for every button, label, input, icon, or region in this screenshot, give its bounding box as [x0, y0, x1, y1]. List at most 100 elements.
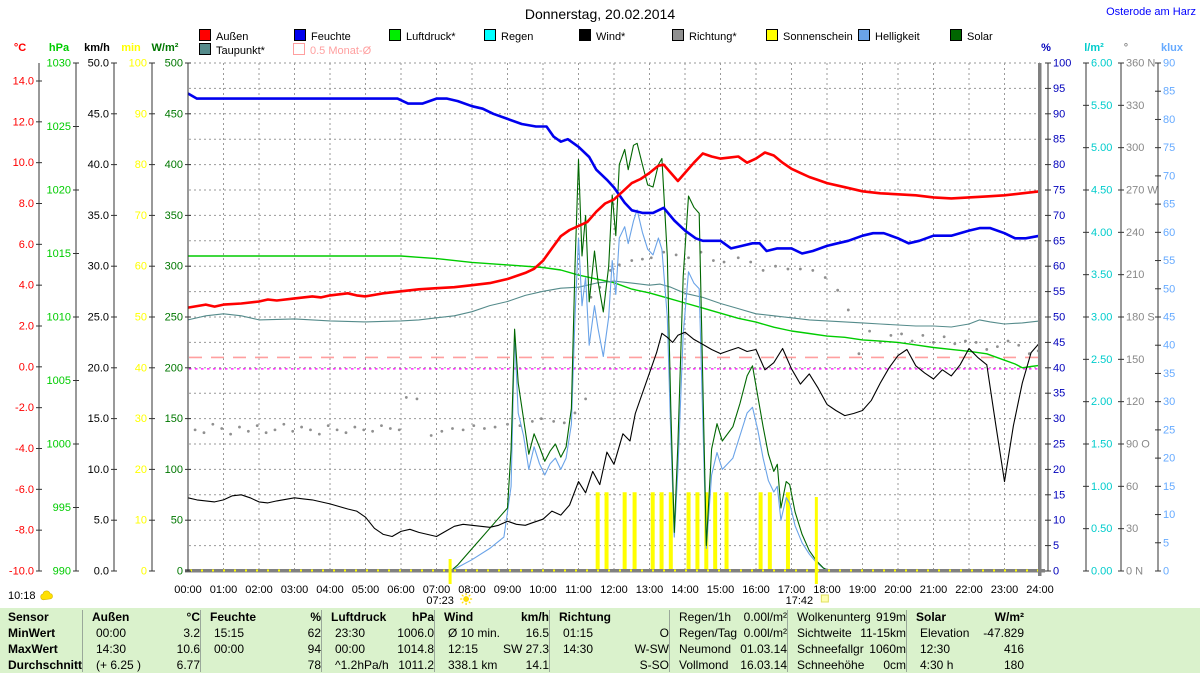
- series-point-richtung: [798, 267, 802, 271]
- series-point-richtung: [774, 264, 777, 268]
- legend-item-luftdruck[interactable]: Luftdruck*: [389, 29, 456, 43]
- table-group-feuchte: Feuchte% 15:15 62 00:00 94 78: [206, 608, 327, 673]
- series-point-richtung: [974, 341, 978, 344]
- sunshine-bar: [713, 492, 718, 569]
- legend-item-regen[interactable]: Regen: [484, 29, 533, 43]
- axis-unit-solar: W/m²: [152, 42, 179, 54]
- legend-item-taupunkt[interactable]: Taupunkt*: [199, 43, 265, 57]
- table-cell: Sichtweite: [797, 626, 852, 640]
- axis-tick-label: 1.00: [1091, 481, 1112, 493]
- axis-tick-label: 45: [1163, 312, 1175, 324]
- x-tick-label: 24:00: [1026, 584, 1054, 596]
- sunrise-sun-icon: [460, 593, 473, 605]
- table-cell: %: [310, 610, 321, 624]
- table-row: S-SO: [555, 657, 675, 673]
- table-cell: 0.00l/m²: [743, 626, 787, 640]
- axis-tick-label: 1.50: [1091, 439, 1112, 451]
- series-point-richtung: [362, 428, 366, 432]
- series-point-richtung: [388, 427, 392, 430]
- series-point-richtung: [353, 425, 357, 429]
- table-row: 23:30 1006.0: [327, 625, 440, 641]
- table-cell: MinWert: [8, 626, 56, 640]
- series-luftdruck: [188, 255, 1041, 369]
- legend-item-monat[interactable]: 0.5 Monat-Ø: [293, 43, 371, 57]
- series-point-richtung: [429, 434, 433, 437]
- legend-item-auen[interactable]: Außen: [199, 29, 248, 43]
- table-group-luftdruck: Luftdruck hPa 23:30 1006.0 00:00 1014.8 ^1.2hP…: [327, 608, 440, 673]
- axis-tick-label: 35: [1163, 368, 1175, 380]
- legend-item-feuchte[interactable]: Feuchte: [294, 29, 351, 43]
- table-cell: km/h: [520, 610, 549, 624]
- axis-tick-label: 8.0: [19, 198, 34, 210]
- series-point-richtung: [202, 431, 206, 435]
- x-tick-label: 05:00: [352, 584, 380, 596]
- table-cell: 6.77: [176, 658, 200, 672]
- axis-tick-label: 80: [135, 159, 147, 171]
- table-row: 12:30 416: [912, 641, 1030, 657]
- table-cell: Schneehöhe: [797, 658, 865, 672]
- axis-tick-label: 100: [165, 464, 183, 476]
- series-point-richtung: [415, 397, 419, 401]
- legend-item-wind[interactable]: Wind*: [579, 29, 625, 43]
- series-point-richtung: [397, 428, 401, 432]
- series-point-richtung: [932, 341, 935, 344]
- axis-tick-label: 1010: [47, 312, 71, 324]
- axis-unit-sun: min: [121, 42, 141, 54]
- table-row: Ø 10 min. 16.5: [440, 625, 555, 641]
- table-cell: Elevation: [920, 626, 970, 640]
- x-tick-label: 07:00: [423, 584, 451, 596]
- legend-item-helligkeit[interactable]: Helligkeit: [858, 29, 920, 43]
- axis-tick-label: 30: [1053, 413, 1065, 425]
- axis-tick-label: 40: [135, 362, 147, 374]
- table-cell: Richtung: [559, 610, 611, 624]
- series-point-richtung: [921, 333, 925, 337]
- series-point-richtung: [404, 396, 408, 399]
- table-row: 78: [206, 657, 327, 673]
- axis-tick-label: 0: [141, 566, 147, 578]
- axis-tick-label: 40: [1163, 340, 1175, 352]
- table-cell: 14:30: [563, 642, 594, 656]
- series-point-richtung: [309, 428, 312, 432]
- series-point-richtung: [493, 425, 497, 429]
- series-point-richtung: [722, 260, 726, 264]
- table-separator: [787, 610, 788, 672]
- table-cell: 11-15km: [860, 626, 906, 640]
- axis-tick-label: 15: [1163, 481, 1175, 493]
- table-cell: 338.1 km: [448, 658, 498, 672]
- axis-tick-label: 200: [165, 362, 183, 374]
- series-point-richtung: [472, 424, 476, 428]
- series-point-richtung: [282, 422, 286, 426]
- axis-tick-label: 90: [1053, 108, 1065, 120]
- sunshine-bar: [695, 492, 700, 569]
- table-cell: 919m: [875, 610, 906, 624]
- sunset-square-icon: [820, 594, 829, 603]
- table-row: 14:30 W-SW: [555, 641, 675, 657]
- table-row: 14:30 10.6: [88, 641, 206, 657]
- series-point-richtung: [211, 422, 215, 426]
- table-cell: O: [659, 626, 669, 640]
- table-cell: S-SO: [639, 658, 669, 672]
- x-tick-label: 00:00: [174, 584, 202, 596]
- axis-tick-label: 55: [1053, 286, 1065, 298]
- axis-tick-label: 15.0: [88, 413, 109, 425]
- axis-tick-label: 1030: [47, 58, 71, 70]
- table-cell: Ø 10 min.: [448, 626, 501, 640]
- series-point-richtung: [291, 429, 295, 433]
- series-feuchte: [187, 92, 1041, 255]
- axis-tick-label: 50: [1053, 312, 1065, 324]
- axis-tick-label: 50.0: [88, 58, 109, 70]
- legend-item-richtung[interactable]: Richtung*: [672, 29, 737, 43]
- legend-item-sonnenschein[interactable]: Sonnenschein: [766, 29, 853, 43]
- axis-tick-label: 5: [1163, 537, 1169, 549]
- axis-tick-label: 210: [1126, 269, 1144, 281]
- axis-tick-label: 85: [1163, 86, 1175, 98]
- axis-tick-label: 2.00: [1091, 396, 1112, 408]
- table-cell: 23:30: [335, 626, 366, 640]
- series-point-richtung: [641, 257, 644, 261]
- axis-tick-label: 270 W: [1126, 185, 1158, 197]
- axis-tick-label: 1005: [47, 375, 71, 387]
- sunshine-bar: [622, 492, 627, 569]
- series-taupunkt: [187, 280, 1041, 328]
- legend-item-solar[interactable]: Solar: [950, 29, 993, 43]
- table-row: MinWert: [4, 625, 86, 641]
